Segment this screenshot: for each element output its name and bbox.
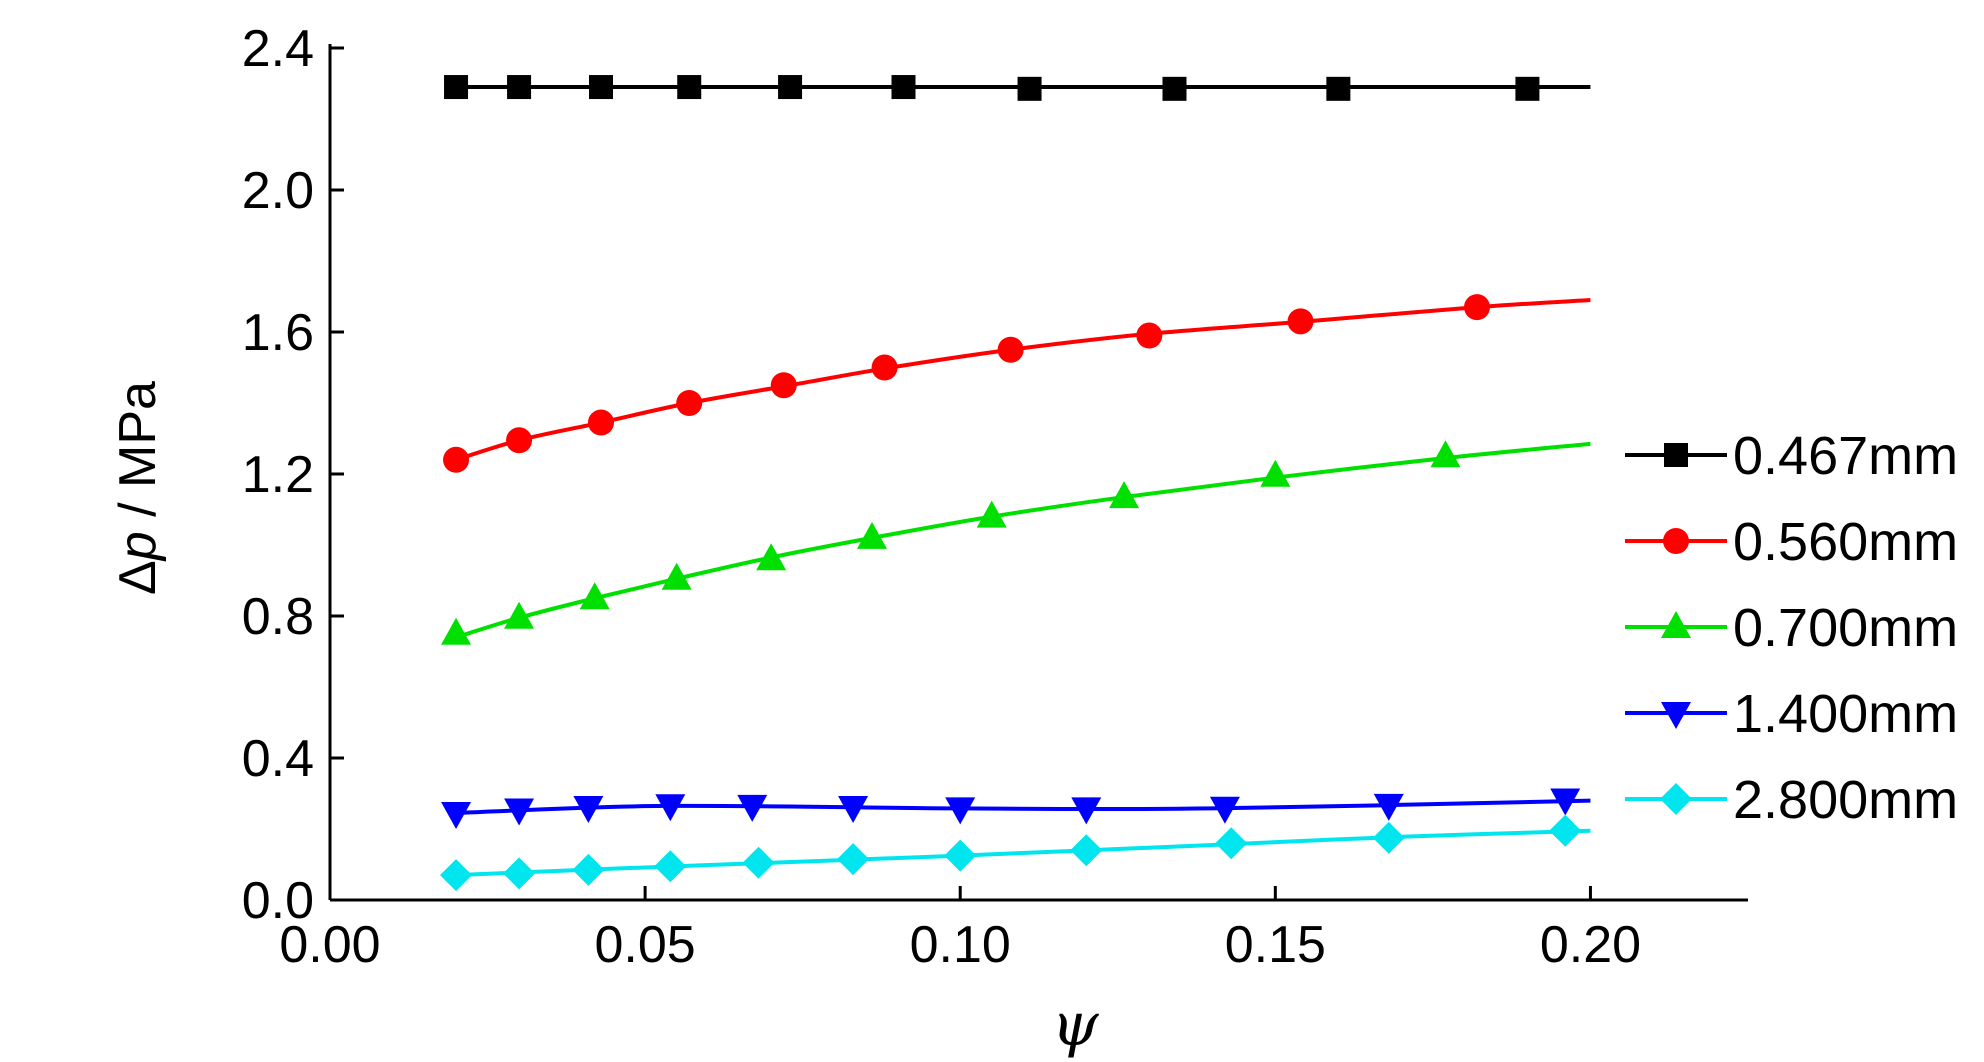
x-tick-label: 0.10 (910, 916, 1011, 974)
y-tick-label: 2.0 (242, 162, 314, 220)
data-point (1464, 294, 1491, 321)
data-point (572, 853, 605, 886)
data-point (441, 802, 472, 830)
data-point (1326, 76, 1351, 101)
data-point (504, 601, 535, 629)
legend-entry: 0.700mm (1625, 598, 1958, 658)
x-tick-label: 0.15 (1225, 916, 1326, 974)
data-point (944, 839, 977, 872)
data-point (441, 617, 472, 645)
data-point (1287, 308, 1314, 335)
data-point (770, 372, 797, 399)
series-line (455, 828, 1591, 878)
series-0.467mm (444, 75, 1591, 101)
legend-marker (1663, 528, 1689, 554)
data-point (440, 859, 473, 892)
y-axis-title-unit: / MPa (109, 381, 167, 531)
legend-label: 1.400mm (1733, 684, 1958, 744)
series-line (455, 298, 1591, 462)
data-point (1162, 76, 1187, 101)
data-point (588, 75, 613, 100)
series-1.400mm (441, 788, 1591, 830)
legend-entry: 2.800mm (1625, 770, 1958, 830)
data-point (1136, 322, 1163, 349)
data-point (1515, 76, 1540, 101)
legend-marker (1664, 443, 1688, 467)
y-tick-label: 1.6 (242, 304, 314, 362)
legend-marker (1660, 783, 1692, 815)
legend-entry: 1.400mm (1625, 684, 1958, 744)
data-point (654, 850, 687, 883)
y-tick-label: 0.0 (242, 872, 314, 930)
data-point (737, 794, 768, 822)
y-axis-title-variable: p (109, 531, 167, 562)
data-point (573, 795, 604, 823)
x-tick-label: 0.20 (1540, 916, 1641, 974)
data-point (742, 846, 775, 879)
data-point (655, 794, 686, 822)
data-point (838, 795, 869, 823)
y-tick-label: 0.8 (242, 588, 314, 646)
series-2.800mm (440, 814, 1591, 892)
series-0.700mm (441, 440, 1591, 645)
series-line (455, 798, 1591, 816)
data-point (1373, 793, 1404, 821)
data-point (976, 500, 1007, 528)
data-point (871, 354, 898, 381)
x-axis-title: ψ (1051, 990, 1099, 1060)
data-point (1260, 459, 1291, 487)
y-axis-title-delta: Δ (109, 560, 167, 595)
legend-label: 0.467mm (1733, 426, 1958, 486)
y-axis-title: Δp / MPa (109, 381, 167, 595)
data-point (507, 75, 532, 100)
data-point (676, 390, 703, 416)
data-point (503, 857, 536, 890)
data-point (837, 843, 870, 876)
legend-label: 2.800mm (1733, 770, 1958, 830)
data-point (1372, 821, 1405, 854)
legend-marker (1661, 702, 1691, 729)
y-tick-label: 1.2 (242, 446, 314, 504)
data-point (587, 409, 614, 436)
legend-label: 0.700mm (1733, 598, 1958, 658)
data-point (945, 797, 976, 825)
y-tick-label: 0.4 (242, 730, 314, 788)
data-point (579, 582, 610, 610)
data-point (504, 798, 535, 826)
data-point (1109, 481, 1140, 509)
legend-entry: 0.467mm (1625, 426, 1958, 486)
data-point (1550, 788, 1581, 816)
data-point (1071, 797, 1102, 825)
data-point (677, 75, 702, 100)
axes: 0.00 0.05 0.10 0.15 0.20 0.0 0.4 0.8 1.2 1.6 2.0 2.… (242, 20, 1748, 974)
data-point (1209, 796, 1240, 824)
data-point (997, 336, 1024, 363)
legend-entry: 0.560mm (1625, 512, 1958, 572)
data-point (1017, 76, 1042, 101)
legend-label: 0.560mm (1733, 512, 1958, 572)
data-point (1215, 827, 1248, 860)
data-point (778, 75, 803, 100)
series-line (455, 441, 1591, 640)
data-point (891, 75, 916, 100)
data-point (856, 521, 887, 549)
legend-marker (1661, 611, 1691, 638)
data-point (1430, 440, 1461, 468)
data-point (661, 562, 692, 590)
series-0.560mm (443, 294, 1591, 473)
data-point (444, 75, 469, 100)
data-point (1070, 834, 1103, 867)
y-tick-label: 2.4 (242, 20, 314, 78)
x-tick-label: 0.05 (595, 916, 696, 974)
plot-area (440, 75, 1591, 892)
data-point (443, 446, 470, 473)
data-point (506, 427, 533, 454)
data-point (756, 543, 787, 571)
x-tick-label: 0.00 (279, 916, 380, 974)
legend: 0.467mm 0.560mm 0.700mm 1.400mm 2.800mm (1625, 426, 1958, 830)
data-point (1549, 814, 1582, 847)
